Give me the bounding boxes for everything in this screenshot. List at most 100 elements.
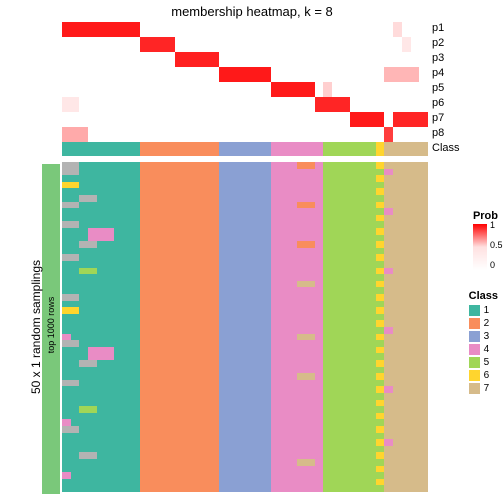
class-strip-cell [289, 142, 298, 156]
sampling-col [367, 162, 376, 492]
sampling-col [114, 162, 123, 492]
sampling-noise-cell [297, 202, 314, 209]
sampling-noise-cell [376, 294, 385, 301]
sampling-noise-cell [62, 294, 79, 301]
prob-row-label: p8 [432, 127, 444, 139]
sampling-noise-cell [376, 320, 385, 327]
sampling-noise-cell [384, 439, 393, 446]
class-strip-cell [140, 142, 149, 156]
sampling-noise-cell [297, 459, 314, 466]
sampling-noise-cell [79, 452, 96, 459]
sampling-noise-cell [376, 235, 385, 242]
sampling-noise-cell [271, 175, 288, 182]
sampling-noise-cell [376, 228, 385, 235]
sampling-col [71, 162, 80, 492]
sampling-col [175, 162, 184, 492]
sidebar-label: 50 x 1 random samplings [29, 237, 43, 417]
class-strip-cell [106, 142, 115, 156]
prob-tick: 1 [490, 220, 495, 230]
class-legend-row: 1 [469, 304, 498, 317]
sampling-noise-cell [62, 334, 71, 341]
sidebar-sublabel: top 1000 rows [46, 285, 56, 365]
class-strip-cell [402, 142, 411, 156]
sampling-col [358, 162, 367, 492]
sampling-noise-cell [376, 274, 385, 281]
class-swatch [469, 331, 480, 342]
sampling-noise-cell [62, 340, 79, 347]
class-strip-cell [62, 142, 71, 156]
class-strip-cell [210, 142, 219, 156]
class-strip-cell [384, 142, 393, 156]
class-strip-cell [393, 142, 402, 156]
class-strip [62, 142, 428, 156]
prob-row-label: p5 [432, 82, 444, 94]
sampling-noise-cell [376, 169, 385, 176]
sampling-noise-cell [376, 287, 385, 294]
sampling-noise-cell [376, 413, 385, 420]
sampling-noise-cell [376, 472, 385, 479]
prob-cell [62, 97, 79, 112]
sampling-noise-cell [376, 479, 385, 486]
class-strip-cell [341, 142, 350, 156]
class-strip-cell [280, 142, 289, 156]
sampling-noise-cell [376, 360, 385, 367]
prob-row-label: p7 [432, 112, 444, 124]
prob-legend: Prob 10.50 [473, 210, 498, 270]
sampling-noise-cell [384, 169, 393, 176]
class-strip-cell [297, 142, 306, 156]
sampling-noise-cell [376, 459, 385, 466]
sampling-noise-cell [376, 400, 385, 407]
sampling-noise-cell [88, 347, 114, 354]
sampling-noise-cell [62, 202, 79, 209]
class-legend-row: 7 [469, 382, 498, 395]
sampling-noise-cell [376, 281, 385, 288]
class-strip-cell [358, 142, 367, 156]
class-legend-label: 7 [484, 383, 490, 394]
sampling-noise-cell [376, 426, 385, 433]
sampling-col [236, 162, 245, 492]
sampling-noise-cell [376, 261, 385, 268]
sampling-col [393, 162, 402, 492]
sampling-noise-cell [376, 208, 385, 215]
prob-cell [384, 67, 419, 82]
sampling-col [97, 162, 106, 492]
sampling-col [123, 162, 132, 492]
prob-cell [219, 67, 271, 82]
sampling-noise-cell [376, 340, 385, 347]
sampling-noise-cell [376, 373, 385, 380]
class-strip-cell [411, 142, 420, 156]
sampling-col [289, 162, 298, 492]
sampling-noise-cell [62, 254, 79, 261]
prob-cell [384, 127, 393, 142]
sampling-col [350, 162, 359, 492]
prob-cell [97, 22, 141, 37]
sampling-col [323, 162, 332, 492]
prob-cell [402, 37, 411, 52]
prob-cell [393, 112, 428, 127]
sampling-noise-cell [271, 294, 288, 301]
sampling-noise-cell [376, 175, 385, 182]
class-strip-cell [419, 142, 428, 156]
sampling-col [419, 162, 428, 492]
class-strip-cell [158, 142, 167, 156]
class-legend-row: 6 [469, 369, 498, 382]
class-strip-cell [350, 142, 359, 156]
sampling-noise-cell [62, 380, 79, 387]
class-strip-cell [193, 142, 202, 156]
sampling-noise-cell [376, 380, 385, 387]
sampling-noise-cell [376, 419, 385, 426]
class-strip-cell [167, 142, 176, 156]
class-strip-cell [254, 142, 263, 156]
sampling-noise-cell [376, 215, 385, 222]
class-legend-label: 5 [484, 357, 490, 368]
sampling-noise-cell [376, 268, 385, 275]
class-strip-cell [236, 142, 245, 156]
sampling-noise-cell [384, 208, 393, 215]
sampling-col [167, 162, 176, 492]
prob-gradient [473, 224, 487, 270]
prob-row-label: p6 [432, 97, 444, 109]
prob-cell [271, 82, 315, 97]
sampling-noise-cell [62, 419, 71, 426]
sampling-noise-cell [271, 228, 288, 235]
class-legend-label: 2 [484, 318, 490, 329]
